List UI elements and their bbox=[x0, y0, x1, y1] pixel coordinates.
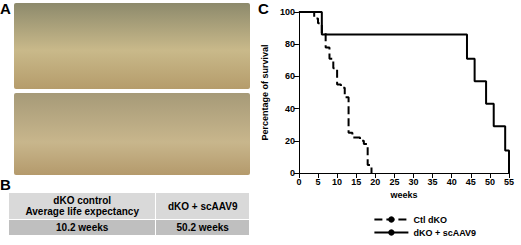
html-text:50.2 weeks: 50.2 weeks bbox=[176, 222, 229, 233]
svg-text:55: 55 bbox=[504, 177, 514, 187]
html-text:dKO control: dKO control bbox=[53, 195, 112, 206]
svg-text:15: 15 bbox=[351, 177, 361, 187]
svg-text:45: 45 bbox=[466, 177, 476, 187]
html-text:dKO + scAAV9: dKO + scAAV9 bbox=[167, 200, 238, 212]
svg-text:Percentage of survival: Percentage of survival bbox=[260, 44, 270, 140]
svg-text:100: 100 bbox=[280, 7, 295, 17]
svg-text:25: 25 bbox=[389, 177, 399, 187]
svg-text:80: 80 bbox=[285, 39, 295, 49]
svg-text:0: 0 bbox=[290, 168, 295, 178]
svg-text:20: 20 bbox=[370, 177, 380, 187]
svg-text:35: 35 bbox=[428, 177, 438, 187]
svg-text:5: 5 bbox=[316, 177, 321, 187]
svg-text:10: 10 bbox=[332, 177, 342, 187]
svg-text:50: 50 bbox=[485, 177, 495, 187]
svg-text:20: 20 bbox=[285, 136, 295, 146]
svg-text:weeks: weeks bbox=[389, 190, 417, 200]
svg-text:Ctl dKO: Ctl dKO bbox=[413, 215, 447, 225]
svg-text:dKO + scAAV9: dKO + scAAV9 bbox=[413, 228, 476, 238]
html-text:A: A bbox=[0, 0, 11, 17]
html-text:C: C bbox=[258, 0, 269, 17]
svg-text:60: 60 bbox=[285, 71, 295, 81]
svg-text:0: 0 bbox=[296, 177, 301, 187]
html-text:B: B bbox=[0, 176, 11, 193]
html-text:10.2 weeks: 10.2 weeks bbox=[56, 222, 109, 233]
svg-text:40: 40 bbox=[447, 177, 457, 187]
html-text:Average life expectancy: Average life expectancy bbox=[25, 206, 139, 217]
svg-text:30: 30 bbox=[408, 177, 418, 187]
svg-text:40: 40 bbox=[285, 104, 295, 114]
